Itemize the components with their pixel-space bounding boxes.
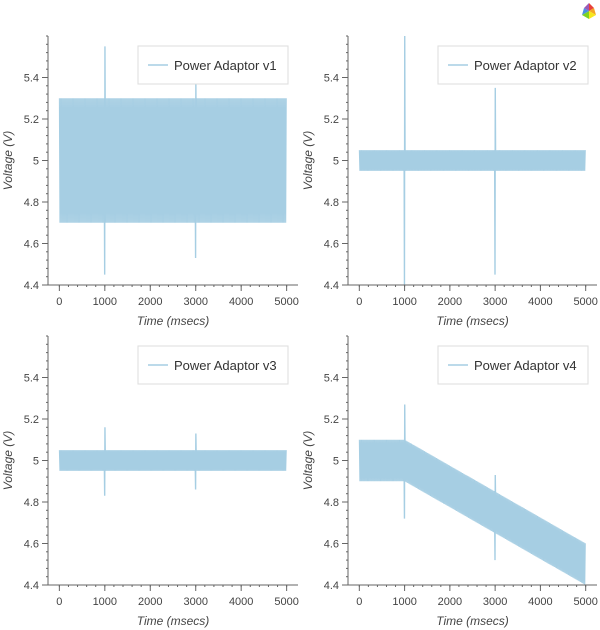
x-tick-label: 4000: [229, 596, 253, 608]
y-tick-label: 4.8: [324, 497, 339, 509]
y-tick-label: 5.2: [24, 114, 39, 126]
series-2-1: [358, 35, 586, 286]
y-tick-label: 5.4: [324, 73, 339, 85]
series-ripple: [358, 439, 586, 585]
y-tick-label: 5.4: [24, 373, 39, 385]
series-spike-1: [102, 427, 108, 496]
series-4-1: [358, 404, 586, 585]
x-tick-label: 5000: [573, 596, 597, 608]
legend[interactable]: Power Adaptor v2: [437, 45, 589, 85]
chart-panel-4: 4.4 4.6 4.8 5 5.2 5.4 0 1000 2000 3000 4000 5000 Tim…: [301, 335, 598, 628]
legend[interactable]: Power Adaptor v3: [137, 345, 289, 385]
legend-label: Power Adaptor v4: [474, 358, 577, 373]
x-tick-label: 3000: [483, 296, 507, 308]
y-axis-label: Voltage (V): [1, 131, 15, 191]
x-tick-label: 0: [356, 596, 362, 608]
x-tick-label: 2000: [138, 596, 162, 608]
x-tick-label: 1000: [392, 296, 416, 308]
y-axis-label: Voltage (V): [301, 431, 315, 491]
legend[interactable]: Power Adaptor v4: [437, 345, 589, 385]
series-spike-1: [402, 404, 408, 519]
series-spike-2: [492, 87, 498, 275]
x-axis-label: Time (msecs): [137, 614, 210, 628]
y-tick-label: 4.4: [324, 580, 339, 592]
x-axis-label: Time (msecs): [137, 314, 210, 328]
y-tick-label: 4.6: [324, 239, 339, 251]
x-tick-label: 4000: [528, 596, 552, 608]
y-tick-label: 5: [33, 456, 39, 468]
legend-label: Power Adaptor v1: [174, 58, 277, 73]
x-tick-label: 2000: [138, 296, 162, 308]
series-spike-1: [102, 46, 108, 275]
x-tick-label: 0: [56, 296, 62, 308]
legend[interactable]: Power Adaptor v1: [137, 45, 289, 85]
y-axis-label: Voltage (V): [301, 131, 315, 191]
x-tick-label: 0: [56, 596, 62, 608]
series-spike-2: [193, 433, 199, 490]
series-spike-2: [492, 475, 498, 561]
y-tick-label: 5.2: [24, 414, 39, 426]
y-tick-label: 5.4: [24, 73, 39, 85]
x-tick-label: 4000: [229, 296, 253, 308]
x-axis-label: Time (msecs): [436, 314, 509, 328]
x-axis-label: Time (msecs): [436, 614, 509, 628]
y-tick-label: 4.6: [24, 539, 39, 551]
series-spike-2: [193, 83, 199, 259]
series-ripple: [58, 98, 287, 223]
y-tick-label: 4.4: [24, 580, 39, 592]
x-tick-label: 5000: [573, 296, 597, 308]
x-tick-label: 3000: [483, 596, 507, 608]
x-tick-label: 4000: [528, 296, 552, 308]
y-tick-label: 4.4: [24, 280, 39, 292]
y-tick-label: 5.2: [324, 414, 339, 426]
x-tick-label: 1000: [93, 596, 117, 608]
y-tick-label: 4.4: [324, 280, 339, 292]
x-tick-label: 3000: [183, 596, 207, 608]
series-spike-1: [402, 35, 408, 286]
series-3-1: [58, 427, 287, 496]
series-ripple: [358, 150, 586, 171]
y-tick-label: 5: [33, 156, 39, 168]
x-tick-label: 5000: [274, 596, 298, 608]
y-tick-label: 5: [333, 156, 339, 168]
x-tick-label: 1000: [392, 596, 416, 608]
y-tick-label: 4.6: [324, 539, 339, 551]
x-tick-label: 2000: [438, 596, 462, 608]
series-ripple: [58, 450, 287, 471]
y-tick-label: 4.8: [324, 197, 339, 209]
legend-label: Power Adaptor v2: [474, 58, 577, 73]
y-tick-label: 4.8: [24, 497, 39, 509]
y-tick-label: 5.4: [324, 373, 339, 385]
legend-label: Power Adaptor v3: [174, 358, 277, 373]
x-tick-label: 5000: [274, 296, 298, 308]
series-1-1: [58, 46, 287, 275]
bokeh-logo-icon[interactable]: [578, 0, 600, 22]
y-tick-label: 4.6: [24, 239, 39, 251]
x-tick-label: 3000: [183, 296, 207, 308]
y-tick-label: 5.2: [324, 114, 339, 126]
chart-panel-1: 4.4 4.6 4.8 5 5.2 5.4 0 1000 2000 3000 4000 5000 Tim…: [1, 35, 299, 328]
chart-panel-3: 4.4 4.6 4.8 5 5.2 5.4 0 1000 2000 3000 4000 5000 Tim…: [1, 335, 299, 628]
y-axis-label: Voltage (V): [1, 431, 15, 491]
x-tick-label: 0: [356, 296, 362, 308]
x-tick-label: 2000: [438, 296, 462, 308]
y-tick-label: 4.8: [24, 197, 39, 209]
x-tick-label: 1000: [93, 296, 117, 308]
legend-box: [137, 45, 289, 85]
y-tick-label: 5: [333, 456, 339, 468]
chart-panel-2: 4.4 4.6 4.8 5 5.2 5.4 0 1000 2000 3000 4000 5000 Tim…: [301, 35, 598, 328]
